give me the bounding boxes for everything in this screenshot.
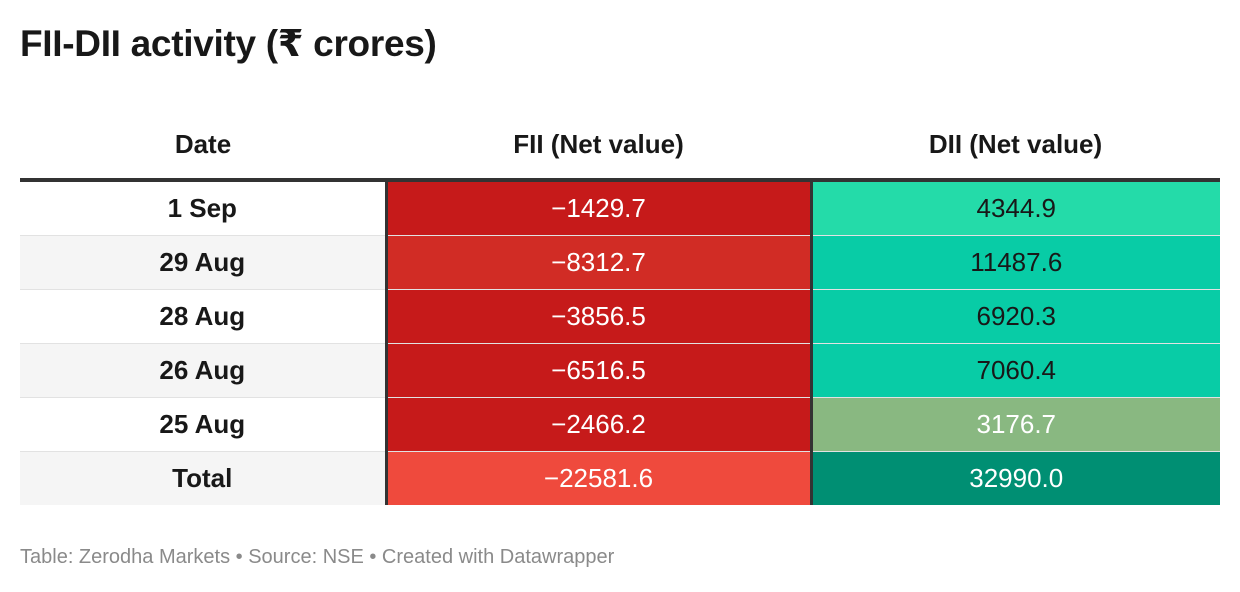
dii-value-cell: 6920.3 — [811, 289, 1220, 344]
fii-dii-table: Date FII (Net value) DII (Net value) 1 S… — [20, 110, 1220, 505]
fii-value-cell: −8312.7 — [386, 235, 813, 290]
date-cell: 25 Aug — [20, 397, 388, 452]
table-body: 1 Sep −1429.7 4344.9 29 Aug −8312.7 1148… — [20, 180, 1220, 505]
table-header-row: Date FII (Net value) DII (Net value) — [20, 110, 1220, 182]
dii-value-cell: 4344.9 — [811, 180, 1220, 236]
total-label-cell: Total — [20, 451, 388, 505]
fii-value-cell: −2466.2 — [386, 397, 813, 452]
column-header-fii[interactable]: FII (Net value) — [386, 110, 811, 182]
date-cell: 29 Aug — [20, 235, 388, 290]
fii-value-cell: −3856.5 — [386, 289, 813, 344]
column-header-dii[interactable]: DII (Net value) — [811, 110, 1220, 182]
fii-value-cell: −1429.7 — [386, 180, 813, 236]
fii-value-cell: −6516.5 — [386, 343, 813, 398]
fii-total-cell: −22581.6 — [386, 451, 813, 505]
dii-value-cell: 3176.7 — [811, 397, 1220, 452]
table-total-row: Total −22581.6 32990.0 — [20, 451, 1220, 505]
source-footer: Table: Zerodha Markets • Source: NSE • C… — [20, 546, 615, 568]
table-row: 25 Aug −2466.2 3176.7 — [20, 397, 1220, 452]
date-cell: 1 Sep — [20, 180, 388, 236]
chart-title: FII-DII activity (₹ crores) — [20, 23, 437, 64]
date-cell: 28 Aug — [20, 289, 388, 344]
table-row: 28 Aug −3856.5 6920.3 — [20, 289, 1220, 344]
table-row: 26 Aug −6516.5 7060.4 — [20, 343, 1220, 398]
table-row: 1 Sep −1429.7 4344.9 — [20, 180, 1220, 236]
dii-value-cell: 7060.4 — [811, 343, 1220, 398]
date-cell: 26 Aug — [20, 343, 388, 398]
dii-value-cell: 11487.6 — [811, 235, 1220, 290]
column-header-date[interactable]: Date — [20, 110, 386, 182]
dii-total-cell: 32990.0 — [811, 451, 1220, 505]
data-table-container: Date FII (Net value) DII (Net value) 1 S… — [20, 110, 1220, 505]
table-row: 29 Aug −8312.7 11487.6 — [20, 235, 1220, 290]
